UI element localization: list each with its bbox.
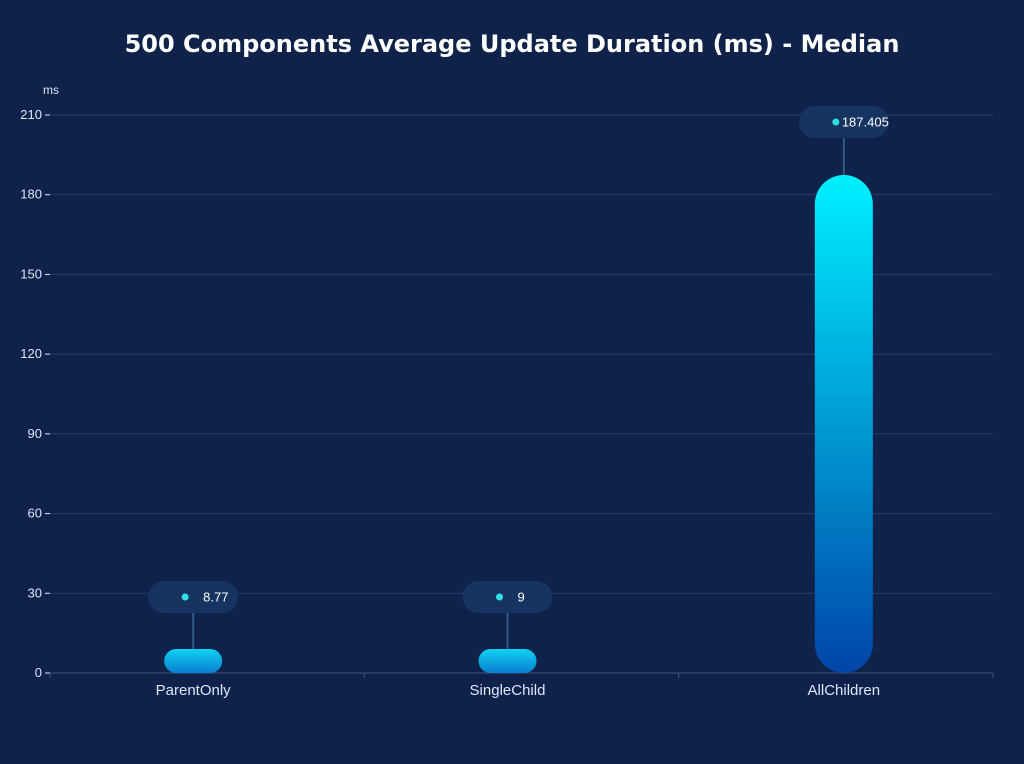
y-tick-label: 90 xyxy=(28,426,42,441)
y-axis-label: ms xyxy=(43,83,59,97)
bar-AllChildren xyxy=(814,175,873,673)
y-tick-label: 30 xyxy=(28,585,42,600)
y-tick-label: 180 xyxy=(20,187,42,202)
callout-dot xyxy=(496,593,503,601)
chart-title: 500 Components Average Update Duration (… xyxy=(124,30,900,58)
callout-dot xyxy=(832,118,840,126)
y-tick-label: 210 xyxy=(20,107,42,122)
bar-ParentOnly xyxy=(164,649,223,673)
value-callout xyxy=(148,581,239,613)
y-tick-label: 150 xyxy=(20,266,42,281)
callout-dot xyxy=(181,593,189,601)
data-label: 187.405 xyxy=(842,115,889,130)
x-tick-label: AllChildren xyxy=(808,682,881,699)
x-tick-label: SingleChild xyxy=(470,682,546,699)
bar-SingleChild xyxy=(478,649,537,673)
x-tick-label: ParentOnly xyxy=(156,682,232,699)
y-tick-label: 120 xyxy=(20,346,42,361)
data-label: 9 xyxy=(518,590,525,605)
value-callout xyxy=(798,106,889,138)
y-tick-label: 0 xyxy=(35,665,42,680)
data-label: 8.77 xyxy=(203,590,228,605)
y-tick-label: 60 xyxy=(28,506,42,521)
value-callout xyxy=(462,581,553,613)
